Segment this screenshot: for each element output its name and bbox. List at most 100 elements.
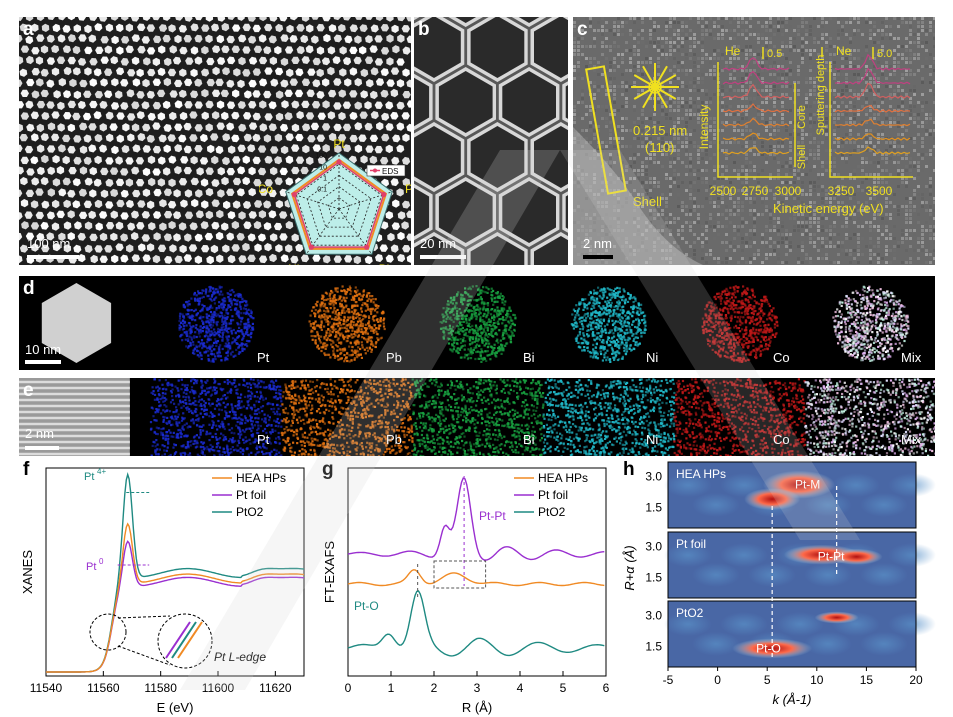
lattice-dot [745, 77, 748, 80]
radar-vertex-label: Ni [288, 262, 299, 265]
lattice-dot [745, 117, 748, 120]
nanoparticle [353, 56, 362, 65]
nanoparticle [62, 24, 71, 33]
lattice-dot [889, 237, 892, 240]
lattice-dot [921, 41, 924, 44]
lattice-dot [797, 69, 800, 72]
lattice-dot [905, 49, 908, 52]
lattice-dot [745, 129, 748, 132]
map-pixel [204, 292, 207, 295]
lattice-dot [881, 29, 884, 32]
lattice-dot [805, 233, 808, 236]
lattice-dot [713, 65, 716, 68]
lattice-dot [713, 37, 716, 40]
map-pixel [200, 292, 203, 295]
map-pixel [336, 317, 339, 320]
lattice-dot [681, 37, 684, 40]
nanoparticle [100, 78, 108, 87]
lattice-dot [761, 45, 764, 48]
lattice-dot [673, 41, 676, 44]
map-pixel [365, 346, 368, 349]
lattice-dot [613, 21, 616, 24]
lattice-dot [797, 25, 800, 28]
lattice-dot [817, 217, 820, 220]
lattice-dot [813, 113, 816, 116]
nanoparticle [82, 112, 92, 121]
lattice-dot [745, 233, 748, 236]
map-pixel [328, 321, 331, 324]
lattice-dot [605, 21, 608, 24]
lattice-dot [753, 253, 756, 256]
lattice-dot [773, 45, 776, 48]
nanoparticle [252, 133, 261, 142]
map-pixel [314, 320, 317, 323]
lattice-dot [601, 141, 604, 144]
nanoparticle [126, 89, 135, 98]
lattice-dot [681, 65, 684, 68]
lattice-dot [593, 41, 596, 44]
map-pixel [334, 287, 337, 290]
lattice-dot [613, 29, 616, 32]
lattice-dot [933, 225, 935, 228]
map-pixel [209, 288, 212, 291]
lattice-dot [793, 81, 796, 84]
lattice-dot [841, 49, 844, 52]
map-pixel [240, 343, 243, 346]
lattice-dot [689, 165, 692, 168]
map-pixel [213, 328, 216, 331]
lattice-dot [685, 213, 688, 216]
lattice-dot [717, 225, 720, 228]
lattice-dot [733, 161, 736, 164]
lattice-dot [845, 225, 848, 228]
shell-label: Shell [633, 194, 662, 209]
lattice-dot [845, 49, 848, 52]
nanoparticle [84, 244, 93, 253]
nanoparticle [40, 68, 49, 77]
map-pixel [367, 315, 371, 318]
nanoparticle [25, 55, 34, 65]
lattice-dot [649, 157, 652, 160]
lattice-dot [629, 17, 632, 20]
lattice-dot [573, 49, 576, 52]
lattice-dot [925, 57, 928, 60]
lattice-dot [769, 177, 772, 180]
nanoparticle [386, 79, 395, 87]
nanoparticle [221, 22, 230, 32]
map-pixel [310, 309, 314, 312]
lattice-dot [813, 185, 816, 188]
lattice-dot [881, 21, 884, 24]
map-pixel [339, 313, 342, 316]
nanoparticle [110, 210, 119, 219]
lattice-dot [781, 21, 784, 24]
lattice-dot [689, 157, 692, 160]
nanoparticle [205, 188, 214, 197]
map-pixel [212, 316, 215, 319]
lattice-dot [793, 229, 796, 232]
nanoparticle [90, 254, 99, 264]
lattice-dot [573, 45, 576, 48]
map-pixel [341, 311, 344, 314]
nanoparticle [279, 233, 288, 241]
nanoparticle [359, 111, 368, 119]
lattice-dot [845, 73, 848, 76]
lattice-dot [717, 17, 720, 20]
lattice-dot [777, 145, 780, 148]
lattice-dot [669, 53, 672, 56]
map-pixel [245, 331, 248, 334]
lattice-dot [933, 45, 935, 48]
lattice-dot [781, 261, 784, 264]
lattice-dot [805, 221, 808, 224]
lattice-dot [817, 117, 820, 120]
lattice-dot [733, 249, 736, 252]
nanoparticle [365, 35, 373, 44]
lattice-dot [737, 173, 740, 176]
map-pixel [207, 354, 210, 357]
map-pixel [341, 285, 344, 288]
lattice-dot [873, 197, 876, 200]
map-pixel [352, 336, 355, 339]
map-pixel [370, 340, 373, 343]
lattice-dot [677, 77, 680, 80]
nanoparticle [274, 46, 282, 55]
lattice-dot [681, 85, 684, 88]
lattice-dot [729, 97, 732, 100]
